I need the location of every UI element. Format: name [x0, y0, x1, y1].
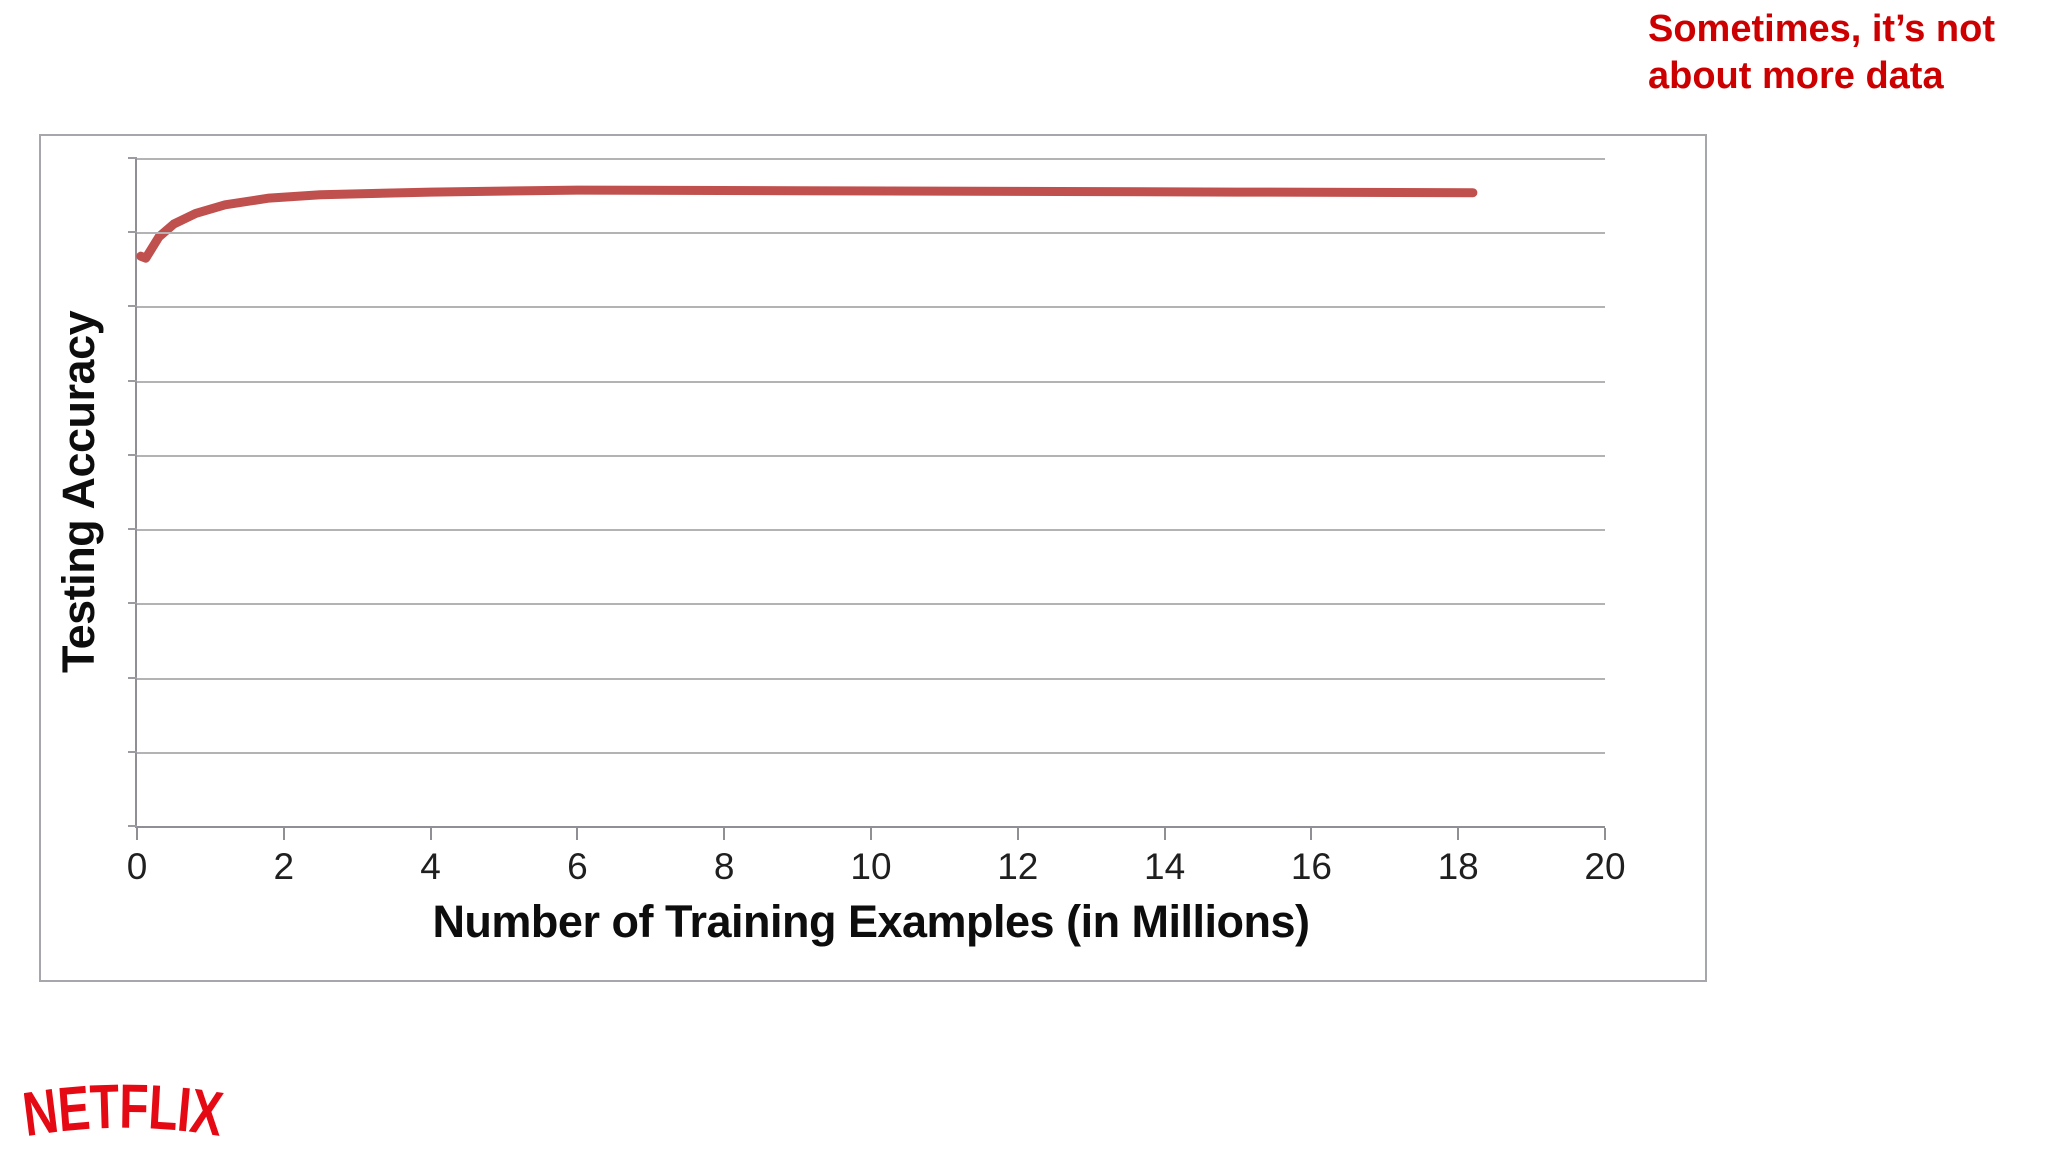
plot-area: [128, 157, 1606, 840]
gridline: [137, 306, 1605, 309]
y-tick-mark: [128, 602, 137, 605]
x-tick-label: 20: [1584, 846, 1626, 887]
gridline: [137, 380, 1605, 383]
gridline: [137, 158, 1605, 160]
x-tick-label: 8: [713, 846, 735, 887]
note-line-1: Sometimes, it’s not: [1648, 8, 1995, 50]
x-tick-mark: [1016, 828, 1019, 840]
y-tick-mark: [128, 231, 137, 234]
x-tick-label: 6: [567, 846, 588, 887]
y-tick-mark: [128, 453, 137, 456]
gridline: [137, 232, 1605, 235]
x-tick-mark: [429, 828, 432, 840]
x-tick-labels: 0 2 4 6 8 10 12 14 16 18 20: [127, 846, 1626, 890]
x-tick-label: 14: [1144, 846, 1186, 887]
gridline: [137, 529, 1605, 532]
accuracy-curve: [136, 185, 1478, 263]
y-tick-mark: [128, 379, 137, 382]
y-tick-mark: [128, 825, 137, 827]
x-tick-mark: [136, 828, 138, 840]
gridline: [137, 677, 1605, 680]
chart-frame: [39, 134, 1707, 982]
y-tick-mark: [128, 750, 137, 753]
x-tick-label: 18: [1437, 846, 1479, 887]
x-tick-mark: [1457, 828, 1460, 840]
x-tick-mark: [1163, 828, 1166, 840]
accuracy-curve-path: [136, 185, 1478, 263]
x-tick-label: 0: [126, 846, 148, 887]
x-tick-mark: [576, 828, 579, 840]
y-tick-mark: [128, 305, 137, 308]
x-tick-label: 10: [850, 846, 892, 887]
y-axis-title: Testing Accuracy: [53, 310, 104, 674]
y-tick-mark: [128, 157, 137, 159]
note-line-2: about more data: [1648, 55, 1944, 97]
y-axis-line: [135, 158, 137, 826]
x-tick-mark: [1604, 828, 1606, 840]
note-text: Sometimes, it’s not about more data: [1648, 6, 2028, 100]
y-tick-mark: [128, 528, 137, 531]
x-axis-title: Number of Training Examples (in Millions…: [432, 896, 1310, 947]
x-tick-mark: [870, 828, 872, 840]
x-tick-mark: [1310, 828, 1313, 840]
gridline: [137, 603, 1605, 606]
x-tick-mark: [723, 828, 726, 840]
x-tick-label: 16: [1290, 846, 1332, 887]
netflix-logo: NETFLIX: [24, 1076, 224, 1146]
netflix-logo-text: NETFLIX: [24, 1076, 224, 1146]
x-tick-label: 2: [273, 846, 295, 887]
gridline: [137, 751, 1605, 754]
gridline: [137, 454, 1605, 457]
x-tick-mark: [282, 828, 285, 840]
x-axis-line: [135, 826, 1605, 828]
x-tick-label: 12: [997, 846, 1039, 887]
y-tick-mark: [128, 676, 137, 679]
x-tick-label: 4: [420, 846, 441, 887]
